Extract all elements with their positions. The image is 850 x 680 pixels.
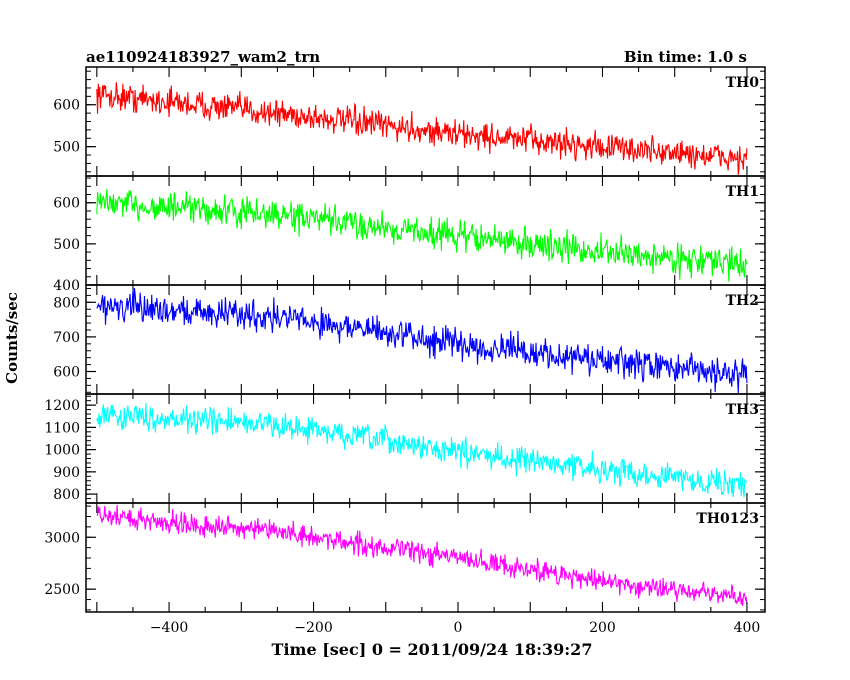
y-tick-label: 800: [53, 295, 80, 311]
panel-frame: [85, 502, 766, 613]
chart-title: ae110924183927_wam2_trn: [86, 48, 320, 66]
y-tick-label: 600: [53, 196, 80, 212]
x-axis-label: Time [sec] 0 = 2011/09/24 18:39:27: [272, 640, 593, 659]
panel-frame: [85, 393, 766, 504]
panel-label: TH3: [726, 402, 759, 418]
panel-label: TH1: [726, 184, 759, 200]
y-axis-label: Counts/sec: [3, 292, 21, 384]
y-tick-label: 700: [53, 330, 80, 346]
series-line-th1: [96, 188, 748, 282]
panel-th3: 800 900 1000 1100 1200 TH3: [44, 393, 766, 504]
x-tick-label: 0: [454, 620, 463, 636]
series-line-th2: [96, 287, 748, 394]
panel-th2: 600 700 800 TH2: [53, 284, 766, 395]
y-tick-label: 600: [53, 365, 80, 381]
panel-label: TH2: [726, 293, 759, 309]
panel-th0123: 2500 3000 TH0123: [44, 502, 766, 613]
x-tick-label: 200: [589, 620, 616, 636]
series-line-th3: [96, 402, 748, 498]
y-tick-label: 900: [53, 465, 80, 481]
panel-frame: [85, 175, 766, 286]
y-tick-label: 1200: [44, 398, 80, 414]
y-tick-label: 400: [53, 278, 80, 294]
x-tick-label: −200: [294, 620, 332, 636]
panel-th0: 500 600 TH0: [53, 66, 766, 177]
y-tick-label: 500: [53, 237, 80, 253]
y-tick-label: 1100: [44, 420, 80, 436]
panel-th1: 400 500 600 TH1: [53, 175, 766, 294]
panels: 500 600 TH0 400 500 600 TH1 600 700 800 TH2 800 900 1…: [44, 66, 766, 636]
x-tick-label: −400: [150, 620, 188, 636]
panel-label: TH0: [726, 75, 760, 91]
y-tick-label: 500: [53, 140, 80, 156]
bin-time-label: Bin time: 1.0 s: [624, 48, 747, 66]
series-line-th0123: [96, 504, 748, 606]
x-tick-label: 400: [734, 620, 761, 636]
y-tick-label: 800: [53, 487, 80, 503]
y-tick-label: 1000: [44, 443, 80, 459]
y-tick-label: 3000: [44, 530, 80, 546]
y-tick-label: 600: [53, 98, 80, 114]
panel-label: TH0123: [696, 511, 759, 527]
series-line-th0: [96, 82, 748, 175]
y-tick-label: 2500: [44, 582, 80, 598]
